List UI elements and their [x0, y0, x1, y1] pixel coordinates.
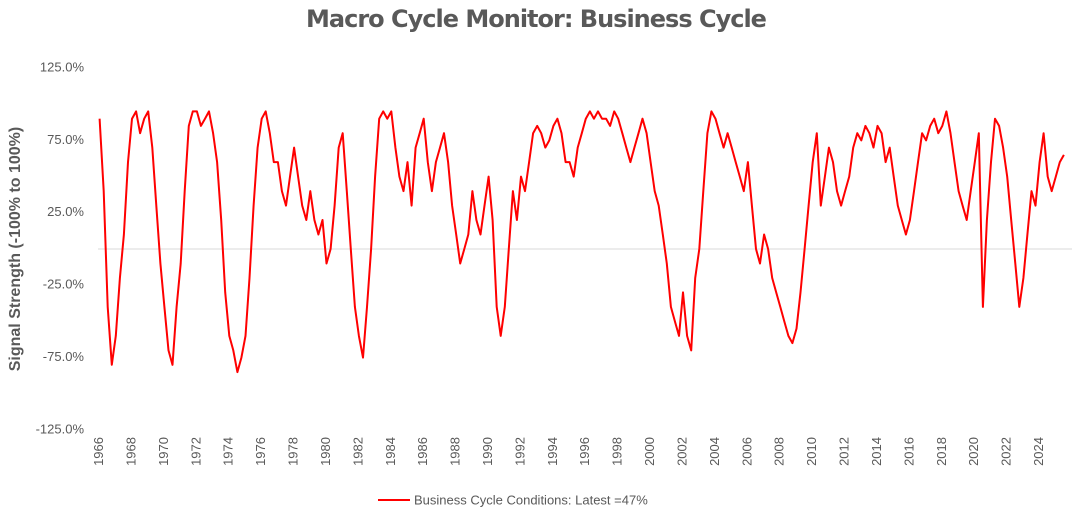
x-tick-label: 1998	[610, 437, 625, 466]
series-line	[98, 110, 1065, 374]
x-tick-label: 1992	[512, 437, 527, 466]
x-tick-label: 2024	[1031, 437, 1046, 466]
chart-title: Macro Cycle Monitor: Business Cycle	[306, 5, 767, 33]
x-tick-label: 2014	[869, 437, 884, 466]
x-tick-label: 2012	[837, 437, 852, 466]
x-tick-label: 1988	[448, 437, 463, 466]
x-tick-label: 2010	[804, 437, 819, 466]
y-tick-label: 125.0%	[40, 59, 85, 74]
x-tick-label: 2002	[674, 437, 689, 466]
x-tick-label: 1972	[188, 437, 203, 466]
x-tick-label: 1982	[350, 437, 365, 466]
y-tick-label: -25.0%	[43, 277, 85, 292]
x-tick-label: 1980	[318, 437, 333, 466]
x-tick-label: 1974	[221, 437, 236, 466]
x-tick-label: 1978	[286, 437, 301, 466]
x-tick-label: 2016	[901, 437, 916, 466]
x-tick-label: 2022	[999, 437, 1014, 466]
x-tick-label: 1994	[545, 437, 560, 466]
x-tick-label: 1966	[91, 437, 106, 466]
y-tick-label: -125.0%	[36, 421, 85, 436]
x-tick-label: 1990	[480, 437, 495, 466]
y-axis-label: Signal Strength (-100% to 100%)	[7, 127, 24, 372]
x-tick-label: 2006	[739, 437, 754, 466]
y-tick-label: 25.0%	[47, 204, 84, 219]
x-tick-label: 1984	[383, 437, 398, 466]
x-tick-label: 2018	[934, 437, 949, 466]
x-tick-label: 2008	[772, 437, 787, 466]
legend-label: Business Cycle Conditions: Latest =47%	[414, 492, 648, 507]
y-tick-label: -75.0%	[43, 349, 85, 364]
x-tick-label: 1976	[253, 437, 268, 466]
x-tick-label: 2004	[707, 437, 722, 466]
y-tick-label: 75.0%	[47, 132, 84, 147]
x-tick-label: 2000	[642, 437, 657, 466]
x-tick-label: 2020	[966, 437, 981, 466]
x-tick-label: 1968	[123, 437, 138, 466]
x-tick-label: 1970	[156, 437, 171, 466]
x-tick-label: 1986	[415, 437, 430, 466]
x-tick-label: 1996	[577, 437, 592, 466]
